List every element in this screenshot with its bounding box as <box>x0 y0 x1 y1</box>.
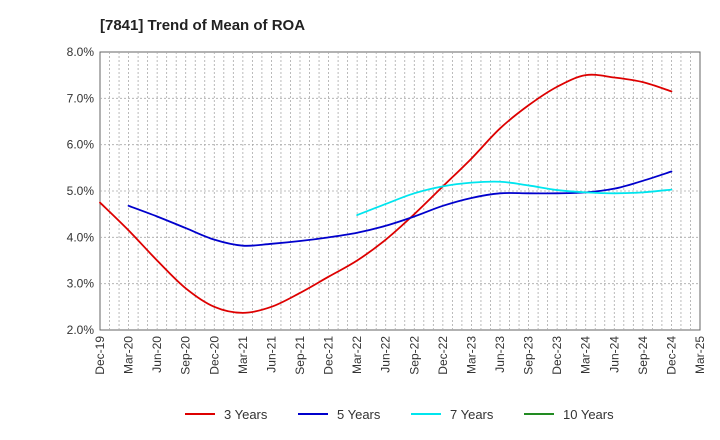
x-tick-label: Mar-24 <box>579 336 593 374</box>
x-tick-label: Sep-23 <box>522 336 536 375</box>
x-tick-label: Sep-21 <box>293 336 307 375</box>
x-tick-label: Jun-23 <box>493 336 507 373</box>
legend-label-5-years: 5 Years <box>337 407 381 422</box>
x-tick-label: Jun-20 <box>150 336 164 373</box>
x-tick-label: Jun-21 <box>264 336 278 373</box>
x-tick-label: Dec-20 <box>207 336 221 375</box>
x-tick-label: Sep-22 <box>407 336 421 375</box>
y-tick-label: 4.0% <box>67 230 95 244</box>
x-tick-label: Mar-23 <box>464 336 478 374</box>
x-tick-label: Dec-24 <box>664 336 678 375</box>
legend-label-10-years: 10 Years <box>563 407 614 422</box>
legend: 3 Years 5 Years 7 Years 10 Years <box>185 407 614 422</box>
y-tick-label: 5.0% <box>67 184 95 198</box>
series-line-3-years <box>99 73 673 314</box>
x-tick-label: Sep-20 <box>179 336 193 375</box>
y-tick-label: 3.0% <box>67 277 95 291</box>
legend-label-7-years: 7 Years <box>450 407 494 422</box>
x-tick-label: Sep-24 <box>636 336 650 375</box>
x-tick-label: Dec-22 <box>436 336 450 375</box>
y-axis-tick-labels: 2.0% 3.0% 4.0% 5.0% 6.0% 7.0% 8.0% <box>67 45 95 337</box>
x-tick-label: Mar-22 <box>350 336 364 374</box>
x-tick-label: Jun-24 <box>607 336 621 373</box>
x-tick-label: Dec-23 <box>550 336 564 375</box>
chart-title: [7841] Trend of Mean of ROA <box>100 17 305 34</box>
y-tick-label: 2.0% <box>67 323 95 337</box>
y-tick-label: 8.0% <box>67 45 95 59</box>
series-lines <box>99 73 673 314</box>
x-tick-label: Jun-22 <box>379 336 393 373</box>
grid-lines <box>100 52 700 330</box>
x-tick-label: Mar-25 <box>693 336 707 374</box>
x-tick-label: Dec-19 <box>93 336 107 375</box>
x-tick-label: Dec-21 <box>322 336 336 375</box>
x-tick-label: Mar-20 <box>122 336 136 374</box>
y-tick-label: 7.0% <box>67 91 95 105</box>
y-tick-label: 6.0% <box>67 138 95 152</box>
x-axis-tick-labels: Dec-19 Mar-20 Jun-20 Sep-20 Dec-20 Mar-21 Jun-… <box>93 336 707 375</box>
legend-label-3-years: 3 Years <box>224 407 268 422</box>
x-tick-label: Mar-21 <box>236 336 250 374</box>
series-line-7-years <box>356 180 673 216</box>
